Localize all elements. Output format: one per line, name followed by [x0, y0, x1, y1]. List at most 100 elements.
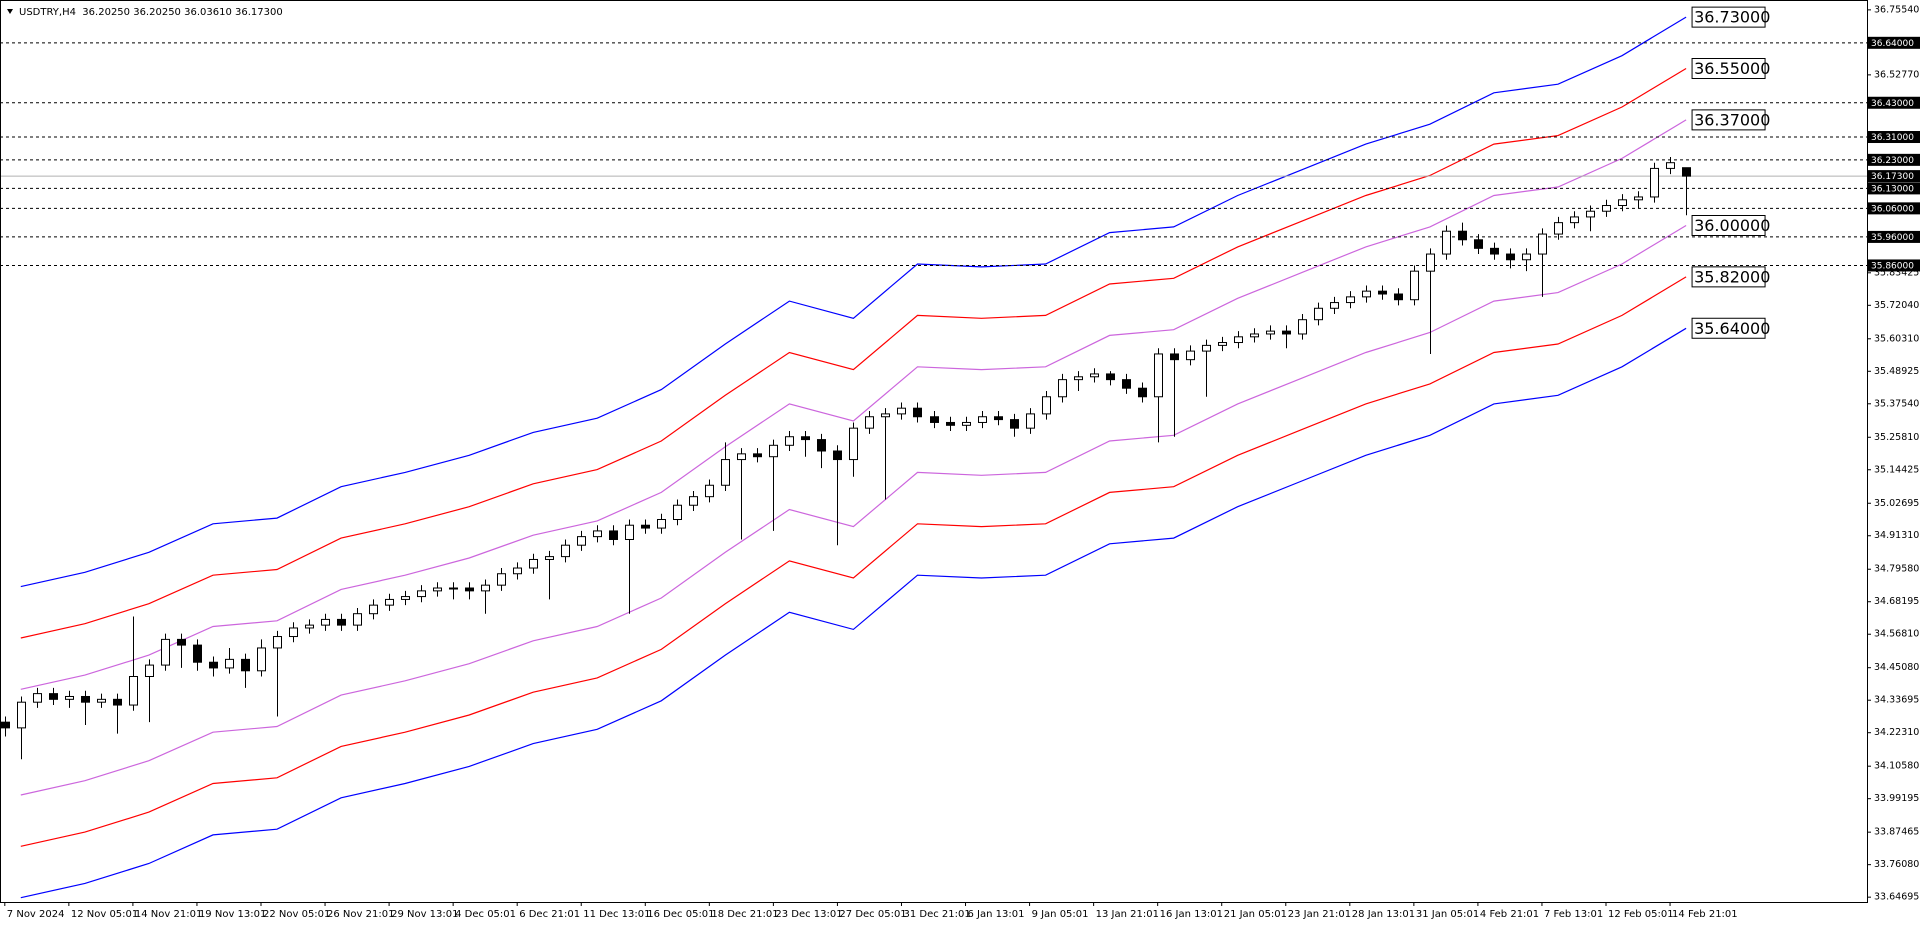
candle-body — [657, 519, 666, 529]
candle-body — [897, 407, 906, 415]
candle-body — [17, 701, 26, 729]
candle-body — [1266, 330, 1275, 335]
level-box — [1868, 96, 1920, 109]
candle-body — [1202, 344, 1211, 352]
candle-body — [1426, 253, 1435, 272]
candle-body — [1282, 330, 1291, 335]
x-tick-label: 12 Feb 05:01 — [1608, 909, 1674, 920]
candle-body — [1506, 253, 1515, 261]
candle-body — [145, 664, 154, 677]
candle-body — [865, 416, 874, 429]
x-tick-label: 23 Dec 13:01 — [775, 909, 842, 920]
candle-body — [609, 530, 618, 540]
band-label-box — [1691, 6, 1766, 28]
x-tick-label: 4 Dec 05:01 — [455, 909, 516, 920]
y-tick-label: 35.14425 — [1874, 464, 1919, 475]
y-tick-label: 34.79580 — [1874, 564, 1919, 575]
x-tick-label: 16 Dec 05:01 — [647, 909, 714, 920]
x-tick-label: 27 Dec 05:01 — [839, 909, 906, 920]
level-box — [1868, 153, 1920, 166]
level-label: 36.06000 — [1871, 204, 1914, 214]
y-tick-label: 35.83425 — [1874, 267, 1919, 278]
level-box — [1868, 131, 1920, 144]
candle-body — [737, 453, 746, 461]
candle-body — [449, 587, 458, 590]
band-label-box — [1691, 215, 1766, 236]
candle-body — [849, 427, 858, 461]
candle-body — [673, 504, 682, 521]
candle-body — [1122, 379, 1131, 389]
candle-body — [513, 567, 522, 575]
x-tick-label: 6 Dec 21:01 — [519, 909, 580, 920]
menu-triangle[interactable] — [7, 9, 13, 14]
y-tick-label: 34.33695 — [1874, 695, 1919, 706]
x-tick-label: 13 Jan 21:01 — [1096, 909, 1159, 920]
candle-body — [337, 618, 346, 626]
x-tick-label: 7 Nov 2024 — [7, 909, 65, 920]
x-tick-label: 23 Jan 21:01 — [1288, 909, 1351, 920]
x-tick-label: 7 Feb 13:01 — [1544, 909, 1603, 920]
y-tick-label: 35.48925 — [1874, 366, 1919, 377]
candle-body — [1010, 419, 1019, 429]
candle-body — [401, 596, 410, 600]
band-end-label: 35.82000 — [1694, 267, 1770, 286]
candle-body — [705, 484, 714, 498]
candle-body — [1138, 387, 1147, 398]
candle-body — [113, 698, 122, 706]
candle-body — [353, 613, 362, 626]
candle-body — [1218, 342, 1227, 346]
y-tick-label: 35.72040 — [1874, 300, 1919, 311]
band-line — [20, 224, 1687, 796]
candle-body — [1394, 293, 1403, 301]
candle-body — [1378, 290, 1387, 295]
candle-body — [1442, 230, 1451, 255]
candle-body — [465, 587, 474, 592]
band-line — [20, 16, 1687, 588]
x-tick-label: 31 Jan 05:01 — [1416, 909, 1479, 920]
band-end-label: 36.55000 — [1694, 59, 1770, 78]
x-tick-label: 14 Feb 21:01 — [1672, 909, 1738, 920]
candle-body — [481, 584, 490, 592]
x-tick-label: 19 Nov 13:01 — [199, 909, 266, 920]
candle-body — [369, 604, 378, 615]
candle-body — [721, 459, 730, 486]
candle-body — [641, 524, 650, 529]
candle-body — [1250, 333, 1259, 338]
band-line — [20, 119, 1687, 690]
candle-body — [81, 695, 90, 703]
y-tick-label: 36.52770 — [1874, 69, 1919, 80]
candle-body — [1362, 290, 1371, 298]
x-tick-label: 26 Nov 21:01 — [327, 909, 394, 920]
level-label: 35.86000 — [1871, 261, 1914, 271]
band-line — [20, 67, 1687, 639]
y-tick-label: 34.68195 — [1874, 596, 1919, 607]
candle-body — [1106, 373, 1115, 381]
y-tick-label: 35.60310 — [1874, 333, 1919, 344]
candle-body — [593, 530, 602, 538]
plot-frame — [0, 0, 1868, 903]
level-label: 36.64000 — [1871, 39, 1914, 49]
candle-body — [193, 644, 202, 663]
candle-body — [257, 647, 266, 672]
candle-body — [881, 413, 890, 418]
x-tick-label: 12 Nov 05:01 — [71, 909, 138, 920]
candle-body — [49, 693, 58, 700]
candle-body — [946, 421, 955, 426]
x-tick-label: 18 Dec 21:01 — [711, 909, 778, 920]
y-tick-label: 34.91310 — [1874, 530, 1919, 541]
y-tick-label: 35.02695 — [1874, 498, 1919, 509]
y-tick-label: 33.99195 — [1874, 793, 1919, 804]
level-box — [1868, 230, 1920, 243]
candle-body — [1186, 350, 1195, 361]
candle-body — [385, 598, 394, 606]
candle-body — [321, 618, 330, 626]
level-label: 35.96000 — [1871, 233, 1914, 243]
x-tick-label: 6 Jan 13:01 — [968, 909, 1025, 920]
level-box — [1868, 182, 1920, 195]
plot-layer: 36.75540 36.52770 35.83425 35.72040 35.60310… — [0, 4, 1919, 920]
candle-body — [1554, 222, 1563, 235]
y-tick-label: 33.76080 — [1874, 859, 1919, 870]
candle-body — [1602, 205, 1611, 212]
y-tick-label: 36.75540 — [1874, 4, 1919, 15]
